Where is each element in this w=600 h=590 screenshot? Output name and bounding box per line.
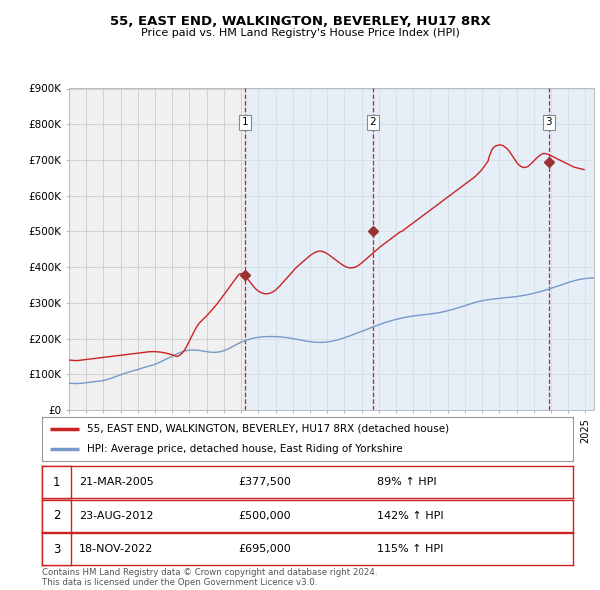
Text: 1: 1 (53, 476, 60, 489)
Text: £695,000: £695,000 (238, 545, 291, 554)
Text: 18-NOV-2022: 18-NOV-2022 (79, 545, 154, 554)
Text: 3: 3 (53, 543, 60, 556)
Text: 21-MAR-2005: 21-MAR-2005 (79, 477, 154, 487)
Text: 55, EAST END, WALKINGTON, BEVERLEY, HU17 8RX (detached house): 55, EAST END, WALKINGTON, BEVERLEY, HU17… (87, 424, 449, 434)
Text: 2: 2 (370, 117, 376, 127)
Text: HPI: Average price, detached house, East Riding of Yorkshire: HPI: Average price, detached house, East… (87, 444, 403, 454)
Text: £377,500: £377,500 (238, 477, 292, 487)
Text: 3: 3 (545, 117, 552, 127)
Text: £500,000: £500,000 (238, 511, 291, 520)
Text: 23-AUG-2012: 23-AUG-2012 (79, 511, 154, 520)
Text: 89% ↑ HPI: 89% ↑ HPI (377, 477, 436, 487)
Text: Contains HM Land Registry data © Crown copyright and database right 2024.
This d: Contains HM Land Registry data © Crown c… (42, 568, 377, 587)
Text: 1: 1 (241, 117, 248, 127)
Text: 142% ↑ HPI: 142% ↑ HPI (377, 511, 443, 520)
Text: Price paid vs. HM Land Registry's House Price Index (HPI): Price paid vs. HM Land Registry's House … (140, 28, 460, 38)
Text: 2: 2 (53, 509, 60, 522)
Bar (245, 88, 594, 410)
Text: 115% ↑ HPI: 115% ↑ HPI (377, 545, 443, 554)
Text: 55, EAST END, WALKINGTON, BEVERLEY, HU17 8RX: 55, EAST END, WALKINGTON, BEVERLEY, HU17… (110, 15, 490, 28)
